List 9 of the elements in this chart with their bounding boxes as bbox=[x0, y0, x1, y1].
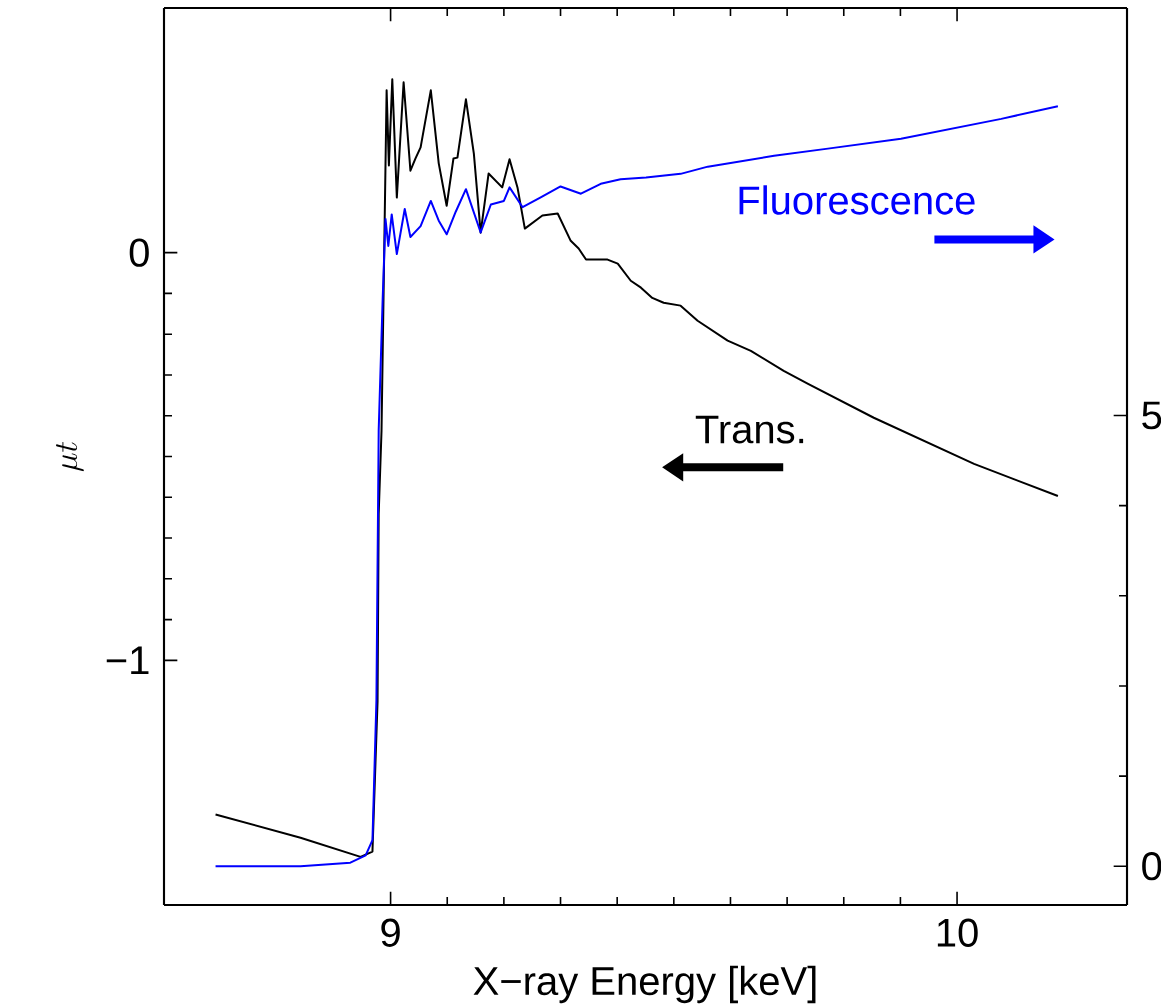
series-label: Trans. bbox=[695, 415, 804, 444]
y-tick-label: −1 bbox=[106, 646, 149, 675]
y-axis-title: $\mu t$ bbox=[56, 441, 84, 472]
y2-tick-label: 0 bbox=[1142, 852, 1161, 881]
x-tick-label: 10 bbox=[937, 918, 978, 947]
x-tick-label: 9 bbox=[381, 918, 400, 947]
y2-tick-label: 5 bbox=[1142, 401, 1161, 430]
series-label: Fluorescence bbox=[739, 185, 975, 215]
x-axis-title: X−ray Energy [keV] bbox=[473, 965, 816, 1004]
